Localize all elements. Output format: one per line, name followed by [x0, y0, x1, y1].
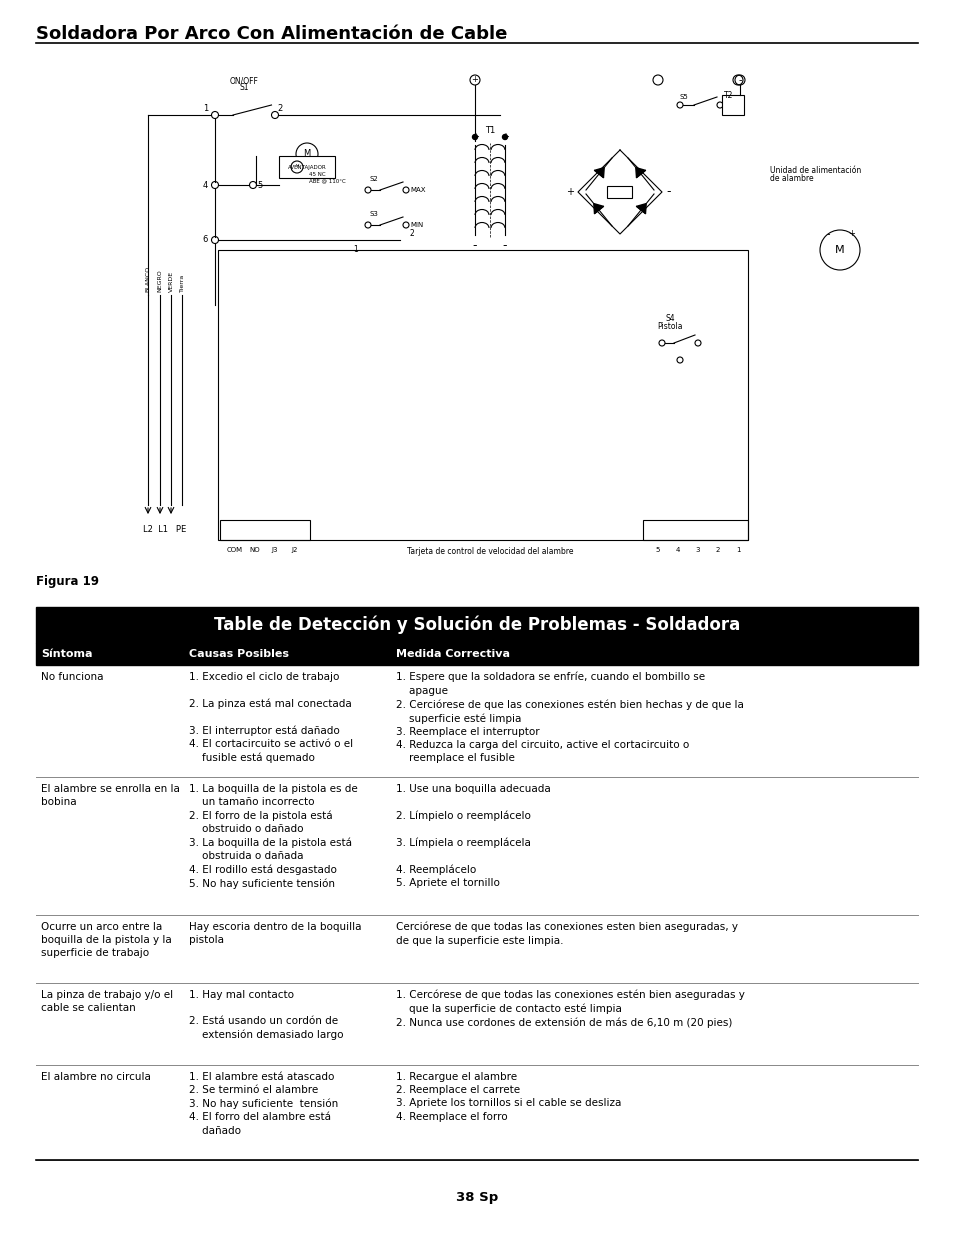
Text: COM: COM [227, 547, 243, 553]
FancyBboxPatch shape [220, 520, 310, 540]
Text: BLANCO: BLANCO [146, 266, 151, 291]
Text: -: - [738, 75, 741, 85]
Text: de alambre: de alambre [769, 174, 813, 183]
Text: 1. Espere que la soldadora se enfríe, cuando el bombillo se
    apague
2. Cerció: 1. Espere que la soldadora se enfríe, cu… [395, 672, 743, 763]
Text: Figura 19: Figura 19 [36, 576, 99, 588]
FancyBboxPatch shape [642, 520, 747, 540]
Circle shape [502, 135, 507, 140]
Text: 1: 1 [353, 246, 357, 254]
Text: L2  L1   PE: L2 L1 PE [143, 525, 186, 534]
Polygon shape [635, 168, 645, 178]
Text: Medida Correctiva: Medida Correctiva [395, 650, 510, 659]
Text: 38 Sp: 38 Sp [456, 1191, 497, 1203]
FancyBboxPatch shape [36, 606, 917, 643]
Text: T2: T2 [723, 91, 733, 100]
Text: +: + [847, 230, 855, 238]
Text: S2: S2 [370, 177, 378, 182]
Text: Table de Detección y Solución de Problemas - Soldadora: Table de Detección y Solución de Problem… [213, 616, 740, 635]
Text: +: + [565, 186, 574, 198]
Polygon shape [636, 204, 645, 214]
Text: -: - [473, 240, 476, 252]
Text: Tierra: Tierra [179, 274, 184, 291]
Text: 1: 1 [735, 547, 740, 553]
Text: 1. El alambre está atascado
2. Se terminó el alambre
3. No hay suficiente  tensi: 1. El alambre está atascado 2. Se termin… [189, 1072, 338, 1135]
Circle shape [472, 135, 477, 140]
Text: 4: 4 [203, 180, 208, 189]
Text: Hay escoria dentro de la boquilla
pistola: Hay escoria dentro de la boquilla pistol… [189, 923, 361, 945]
Text: J3: J3 [272, 547, 278, 553]
Text: J2: J2 [292, 547, 298, 553]
Text: 5: 5 [655, 547, 659, 553]
Text: 1. Excedio el ciclo de trabajo

2. La pinza está mal conectada

3. El interrupto: 1. Excedio el ciclo de trabajo 2. La pin… [189, 672, 353, 763]
Text: S3: S3 [370, 211, 378, 217]
Text: Y: Y [295, 164, 298, 169]
Text: VERDE: VERDE [169, 270, 173, 291]
FancyBboxPatch shape [721, 95, 743, 115]
Text: 1. La boquilla de la pistola es de
    un tamaño incorrecto
2. El forro de la pi: 1. La boquilla de la pistola es de un ta… [189, 784, 357, 889]
Text: 2: 2 [715, 547, 720, 553]
Text: Tarjeta de control de velocidad del alambre: Tarjeta de control de velocidad del alam… [406, 547, 573, 556]
Text: Pistola: Pistola [657, 322, 682, 331]
Text: 6: 6 [202, 236, 208, 245]
Text: Ocurre un arco entre la
boquilla de la pistola y la
superficie de trabajo: Ocurre un arco entre la boquilla de la p… [41, 923, 172, 958]
Text: +: + [500, 132, 509, 142]
Text: -: - [825, 228, 829, 240]
Text: 2: 2 [276, 104, 282, 112]
Text: 3: 3 [695, 547, 700, 553]
Text: 5: 5 [256, 180, 262, 189]
Polygon shape [594, 168, 603, 178]
Text: ABE @ 110°C: ABE @ 110°C [309, 178, 345, 183]
Text: Causas Posibles: Causas Posibles [189, 650, 289, 659]
Text: Unidad de alimentación: Unidad de alimentación [769, 165, 861, 175]
Text: El alambre se enrolla en la
bobina: El alambre se enrolla en la bobina [41, 784, 180, 808]
Text: M: M [303, 149, 311, 158]
Text: El alambre no circula: El alambre no circula [41, 1072, 151, 1082]
Text: 1. Cercórese de que todas las conexiones estén bien aseguradas y
    que la supe: 1. Cercórese de que todas las conexiones… [395, 990, 744, 1029]
Text: +: + [471, 132, 478, 142]
Text: 45 NC: 45 NC [309, 172, 325, 177]
Text: Cerciórese de que todas las conexiones esten bien aseguradas, y
de que la superf: Cerciórese de que todas las conexiones e… [395, 923, 738, 946]
Text: S4: S4 [664, 314, 674, 324]
Text: -: - [665, 185, 670, 199]
Text: S1: S1 [239, 83, 249, 91]
Text: 1: 1 [203, 104, 208, 112]
Text: +: + [471, 75, 478, 84]
Text: T1: T1 [484, 126, 495, 135]
Text: S5: S5 [679, 94, 688, 100]
Text: ON/OFF: ON/OFF [230, 77, 258, 85]
Text: 2: 2 [410, 228, 415, 237]
Text: -: - [502, 240, 507, 252]
Text: 1. Hay mal contacto

2. Está usando un cordón de
    extensión demasiado largo: 1. Hay mal contacto 2. Está usando un co… [189, 990, 343, 1040]
FancyBboxPatch shape [607, 186, 632, 198]
Text: M: M [834, 245, 844, 254]
FancyBboxPatch shape [36, 643, 917, 664]
Text: 4: 4 [675, 547, 679, 553]
Text: 1. Use una boquilla adecuada

2. Límpielo o reemplácelo

3. Límpiela o reempláce: 1. Use una boquilla adecuada 2. Límpielo… [395, 784, 550, 888]
Polygon shape [593, 204, 603, 214]
Text: No funciona: No funciona [41, 672, 103, 682]
Text: La pinza de trabajo y/o el
cable se calientan: La pinza de trabajo y/o el cable se cali… [41, 990, 172, 1013]
Text: NO: NO [250, 547, 260, 553]
Text: Síntoma: Síntoma [41, 650, 92, 659]
Text: 1. Recargue el alambre
2. Reemplace el carrete
3. Apriete los tornillos si el ca: 1. Recargue el alambre 2. Reemplace el c… [395, 1072, 620, 1121]
FancyBboxPatch shape [278, 156, 335, 178]
Text: MIN: MIN [410, 222, 423, 228]
Text: Soldadora Por Arco Con Alimentación de Cable: Soldadora Por Arco Con Alimentación de C… [36, 25, 507, 43]
Text: NEGRO: NEGRO [157, 269, 162, 291]
Text: MAX: MAX [410, 186, 425, 193]
Text: AVENTAJADOR: AVENTAJADOR [287, 164, 326, 169]
